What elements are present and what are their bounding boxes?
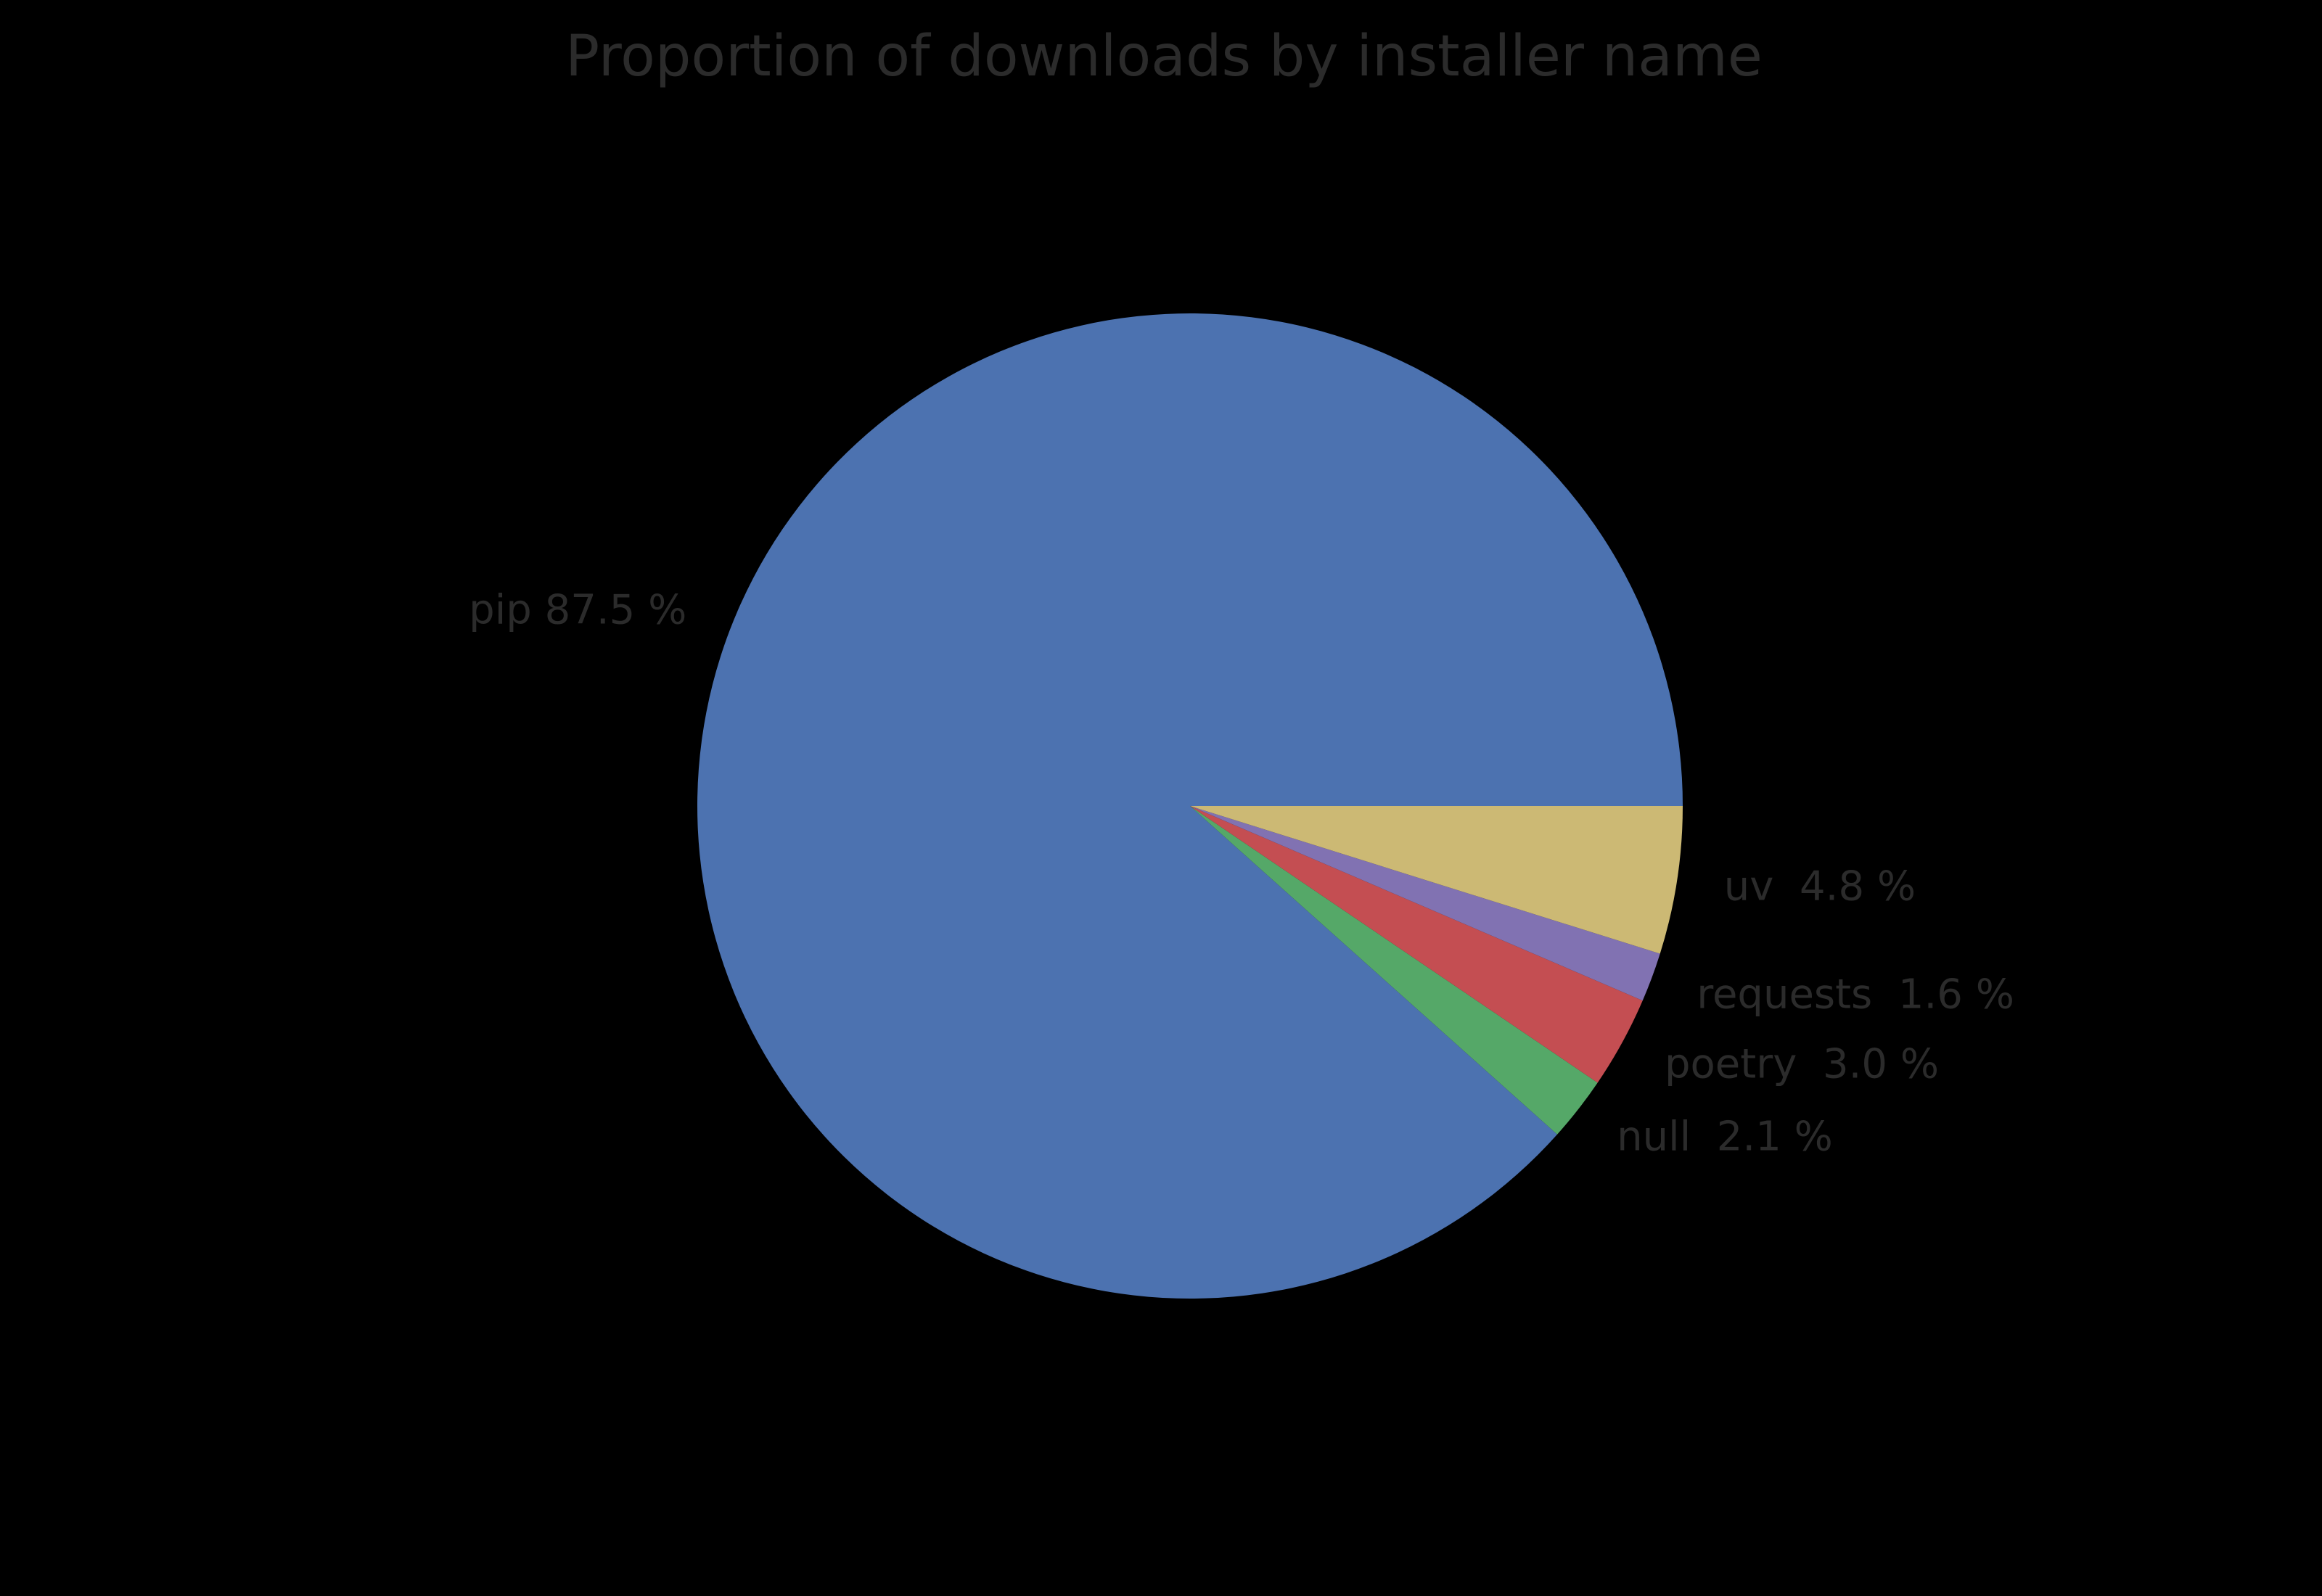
chart-title: Proportion of downloads by installer nam… [565,24,1763,89]
slice-label-poetry: poetry 3.0 % [1665,1040,1940,1088]
pie-slice-poetry [1190,806,1643,1083]
slice-label-pip: pip 87.5 % [469,586,687,634]
pie-slice-requests [1190,806,1660,1001]
slice-label-uv: uv 4.8 % [1723,863,1916,910]
pie-slice-null [1190,806,1598,1135]
slice-label-null: null 2.1 % [1617,1113,1833,1161]
slice-label-requests: requests 1.6 % [1697,971,2014,1019]
pie-slice-uv [1190,806,1683,954]
pie-slice-pip [697,313,1683,1299]
